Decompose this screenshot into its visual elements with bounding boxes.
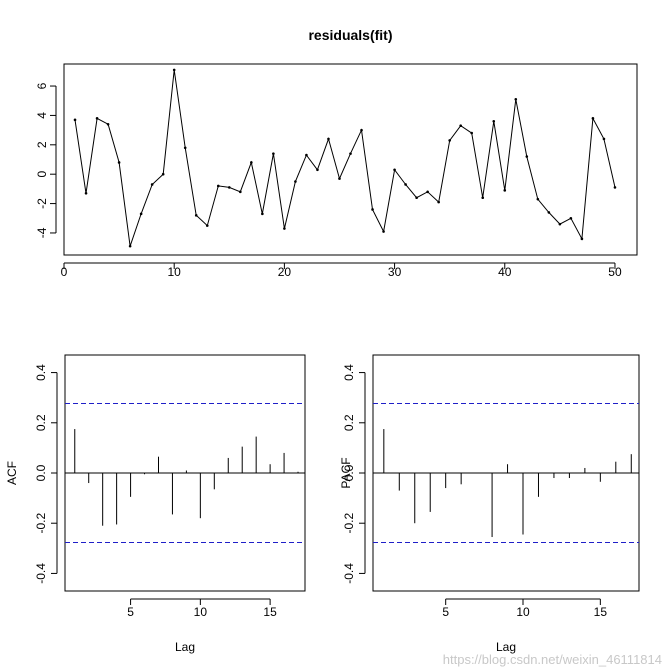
acf-x-tick-label: 5 — [127, 605, 134, 619]
residuals-data-point — [558, 222, 562, 226]
residuals-data-point — [393, 168, 396, 172]
residuals-data-point — [602, 137, 606, 141]
pacf-x-tick-label: 15 — [594, 605, 608, 619]
residuals-x-tick-label: 20 — [278, 265, 292, 279]
residuals-data-point — [117, 161, 121, 164]
residuals-data-point — [569, 216, 573, 220]
residuals-data-point — [514, 97, 518, 101]
acf-y-tick-label: 0.4 — [34, 364, 48, 381]
residuals-data-point — [536, 197, 540, 201]
residuals-data-point — [272, 152, 275, 155]
acf-x-axis-label: Lag — [175, 640, 195, 654]
residuals-data-point — [459, 124, 462, 128]
residuals-data-point — [73, 118, 77, 122]
residuals-data-point — [613, 186, 617, 189]
residuals-data-point — [172, 68, 176, 72]
acf-y-tick-label: 0.0 — [34, 464, 48, 481]
residuals-data-point — [227, 186, 231, 189]
pacf-x-tick-label: 10 — [516, 605, 530, 619]
residuals-data-point — [106, 122, 110, 126]
residuals-data-point — [349, 152, 352, 155]
residuals-data-point — [437, 200, 440, 204]
residuals-y-tick-label: 0 — [35, 171, 49, 178]
residuals-data-point — [250, 161, 253, 164]
pacf-y-tick-label: -0.2 — [342, 513, 356, 534]
residuals-data-point — [503, 189, 507, 192]
pacf-x-axis-label: Lag — [496, 640, 516, 654]
acf-y-tick-label: -0.4 — [34, 563, 48, 584]
residuals-data-point — [338, 177, 341, 180]
pacf-y-tick-label: 0.0 — [342, 464, 356, 481]
residuals-data-point — [294, 180, 297, 183]
acf-y-axis-label: ACF — [5, 461, 19, 485]
pacf-y-axis-label: PACF — [339, 457, 353, 488]
residuals-data-point — [404, 183, 407, 186]
watermark-text: https://blog.csdn.net/weixin_46111814 — [442, 652, 662, 667]
residuals-data-point — [205, 224, 209, 227]
acf-y-tick-label: -0.2 — [34, 513, 48, 534]
residuals-data-point — [128, 244, 132, 248]
residuals-data-point — [161, 172, 165, 176]
residuals-data-point — [470, 131, 474, 135]
residuals-data-point — [183, 146, 187, 150]
pacf-x-tick-label: 5 — [442, 605, 449, 619]
residuals-data-point — [481, 196, 485, 199]
residuals-y-tick-label: 4 — [35, 112, 49, 119]
residuals-data-point — [84, 191, 88, 195]
residuals-y-tick-label: 2 — [35, 141, 49, 148]
pacf-y-tick-label: 0.2 — [342, 414, 356, 431]
residuals-data-point — [239, 190, 242, 194]
residuals-data-point — [415, 196, 418, 199]
residuals-data-point — [382, 230, 385, 233]
residuals-data-point — [139, 212, 143, 216]
residuals-data-point — [216, 184, 220, 188]
residuals-data-point — [448, 139, 451, 142]
residuals-chart-title: residuals(fit) — [308, 27, 392, 43]
residuals-y-tick-label: 6 — [35, 82, 49, 89]
residuals-series-line — [74, 69, 616, 247]
residuals-data-point — [360, 128, 363, 132]
residuals-x-tick-label: 10 — [168, 265, 182, 279]
acf-x-tick-label: 15 — [263, 605, 277, 619]
residuals-data-point — [492, 120, 496, 123]
residuals-data-point — [305, 153, 308, 157]
residuals-y-tick-label: -2 — [35, 198, 49, 209]
residuals-data-point — [547, 211, 551, 214]
residuals-data-point — [261, 212, 264, 216]
residuals-x-tick-label: 40 — [498, 265, 512, 279]
acf-y-tick-label: 0.2 — [34, 414, 48, 431]
residuals-data-point — [327, 137, 330, 141]
residuals-x-tick-label: 30 — [388, 265, 402, 279]
residuals-x-tick-label: 50 — [608, 265, 622, 279]
residuals-data-point — [95, 117, 99, 120]
residuals-data-point — [194, 214, 198, 217]
residuals-y-tick-label: -4 — [35, 227, 49, 238]
pacf-y-tick-label: 0.4 — [342, 364, 356, 381]
residuals-data-point — [150, 183, 154, 186]
residuals-data-point — [525, 155, 529, 158]
acf-x-tick-label: 10 — [194, 605, 208, 619]
residuals-x-tick-label: 0 — [61, 265, 68, 279]
pacf-y-tick-label: -0.4 — [342, 563, 356, 584]
residuals-plot-frame — [63, 63, 638, 256]
residuals-data-point — [591, 117, 595, 120]
residuals-data-point — [580, 237, 584, 241]
residuals-data-point — [283, 227, 286, 230]
residuals-data-point — [426, 190, 429, 194]
residuals-data-point — [371, 208, 374, 211]
residuals-data-point — [316, 168, 319, 172]
